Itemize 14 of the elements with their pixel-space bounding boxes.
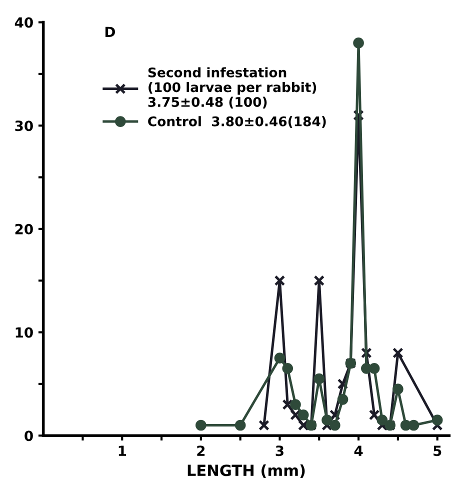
y-tick-label: 20 [15,224,33,234]
x-tick-label: 5 [434,446,442,456]
annotation: D [105,26,115,37]
legend-label: Control 3.80±0.46(184) [148,116,326,128]
y-tick-label: 10 [16,327,33,338]
y-tick-label: 30 [15,120,33,132]
y-tick-label: 40 [14,17,33,28]
legend-label: Second infestation (100 larvae per rabbit) 3.75±0.48 (100) [148,67,316,109]
x-tick-label: 2 [197,446,205,456]
y-tick-label: 0 [24,430,33,442]
x-tick-label: 1 [118,446,126,456]
x-tick-label: 3 [276,446,284,456]
x-tick-label: 4 [354,446,363,456]
x-axis-title: LENGTH (mm) [188,464,305,478]
